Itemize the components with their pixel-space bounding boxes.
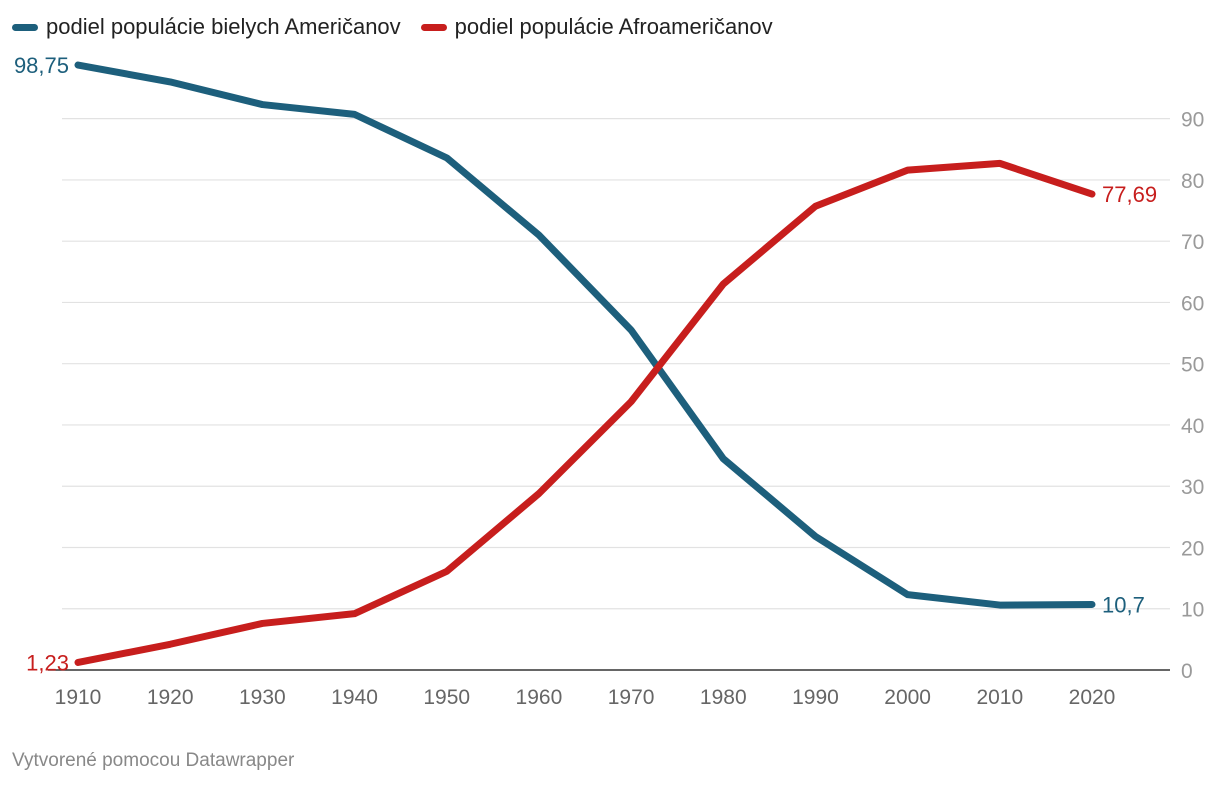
x-tick-label-1960: 1960 [516,686,563,709]
y-tick-label-50: 50 [1181,354,1204,377]
y-tick-label-0: 0 [1181,660,1193,683]
x-tick-label-2010: 2010 [976,686,1023,709]
legend-label-black-share: podiel populácie Afroameričanov [454,14,773,39]
y-tick-label-60: 60 [1181,292,1204,315]
y-tick-label-80: 80 [1181,170,1204,193]
x-tick-label-1930: 1930 [239,686,286,709]
legend-swatch-black-share [420,23,447,31]
x-tick-label-1940: 1940 [331,686,378,709]
x-tick-label-1910: 1910 [55,686,102,709]
start-label-black-share: 1,23 [26,650,69,675]
series-line-black-share [74,159,1096,666]
end-label-white-share: 10,7 [1102,592,1145,617]
y-tick-label-90: 90 [1181,109,1204,132]
end-label-black-share: 77,69 [1102,182,1157,207]
x-tick-label-1920: 1920 [147,686,194,709]
y-tick-label-30: 30 [1181,476,1204,499]
y-tick-label-20: 20 [1181,537,1204,560]
start-label-white-share: 98,75 [14,53,69,78]
y-tick-label-10: 10 [1181,599,1204,622]
y-tick-label-40: 40 [1181,415,1204,438]
x-tick-label-2000: 2000 [884,686,931,709]
legend-label-white-share: podiel populácie bielych Američanov [46,14,401,39]
legend-swatch-white-share [12,23,38,31]
x-tick-label-1950: 1950 [423,686,470,709]
x-tick-label-1990: 1990 [792,686,839,709]
y-tick-label-70: 70 [1181,231,1204,254]
legend-item-black-share: podiel populácie Afroameričanov [420,14,773,40]
series-line-white-share [74,61,1096,609]
legend-item-white-share: podiel populácie bielych Američanov [12,14,401,40]
x-tick-label-1980: 1980 [700,686,747,709]
x-tick-label-2020: 2020 [1069,686,1116,709]
legend: podiel populácie bielych Američanov podi… [12,14,793,40]
footer-credit: Vytvorené pomocou Datawrapper [12,750,295,771]
x-tick-label-1970: 1970 [608,686,655,709]
